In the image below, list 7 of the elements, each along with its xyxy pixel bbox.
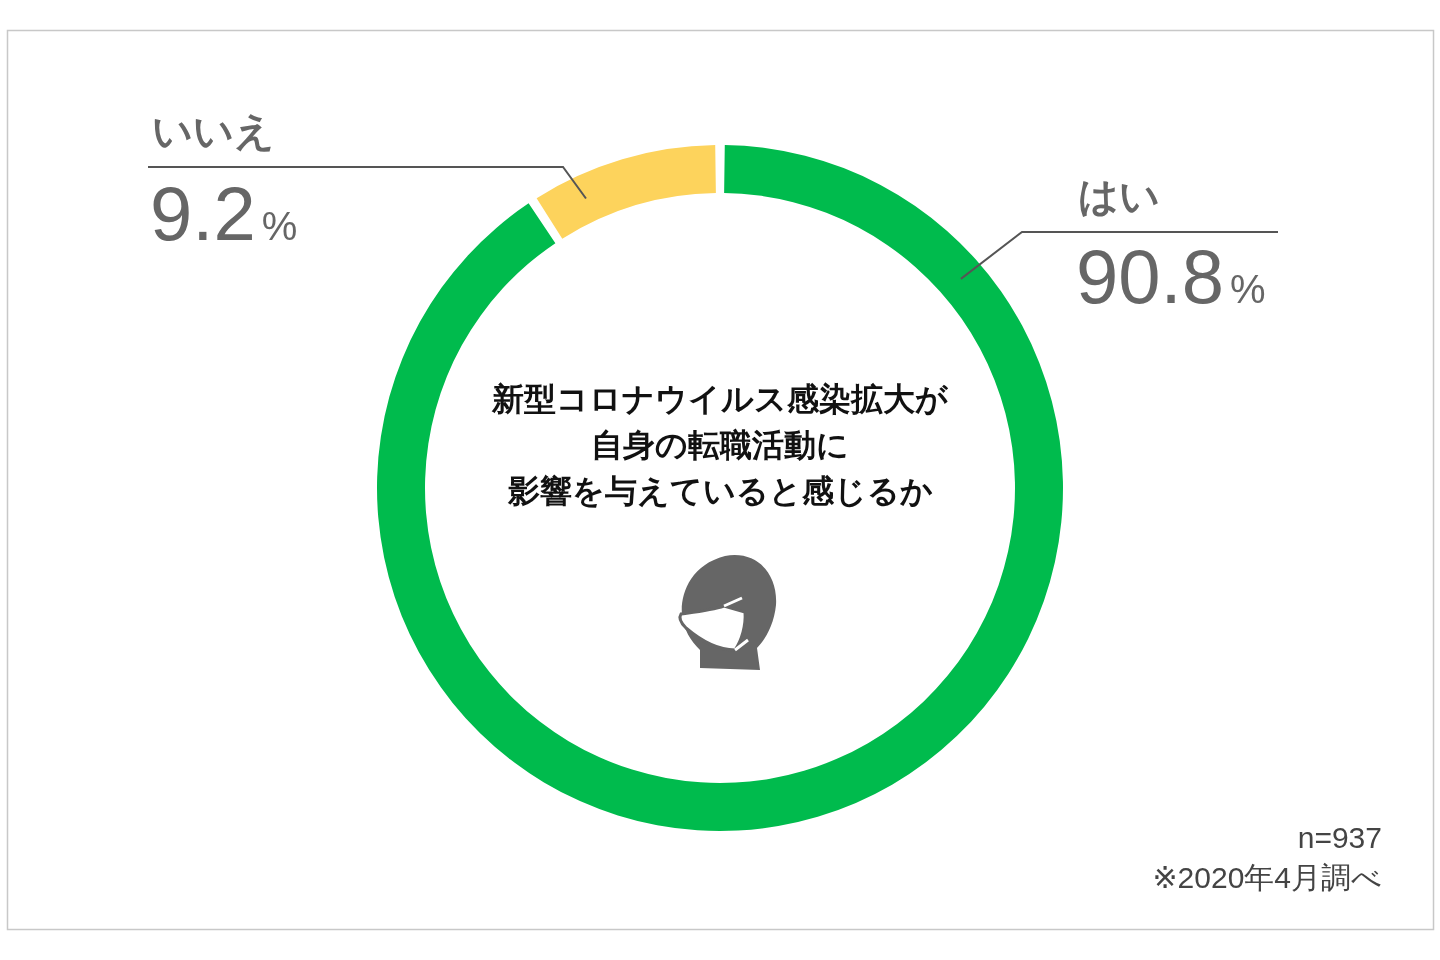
- text: ※2020年4月調べ: [1152, 861, 1382, 894]
- text: 新型コロナウイルス感染拡大が自身の転職活動に影響を与えていると感じるか: [491, 381, 949, 509]
- slice-label: いいえ: [152, 109, 275, 153]
- data-label: 9.2%: [150, 171, 298, 256]
- text: n=937: [1297, 821, 1382, 854]
- slice-label: はい: [1078, 174, 1160, 218]
- data-label: 90.8%: [1076, 234, 1266, 319]
